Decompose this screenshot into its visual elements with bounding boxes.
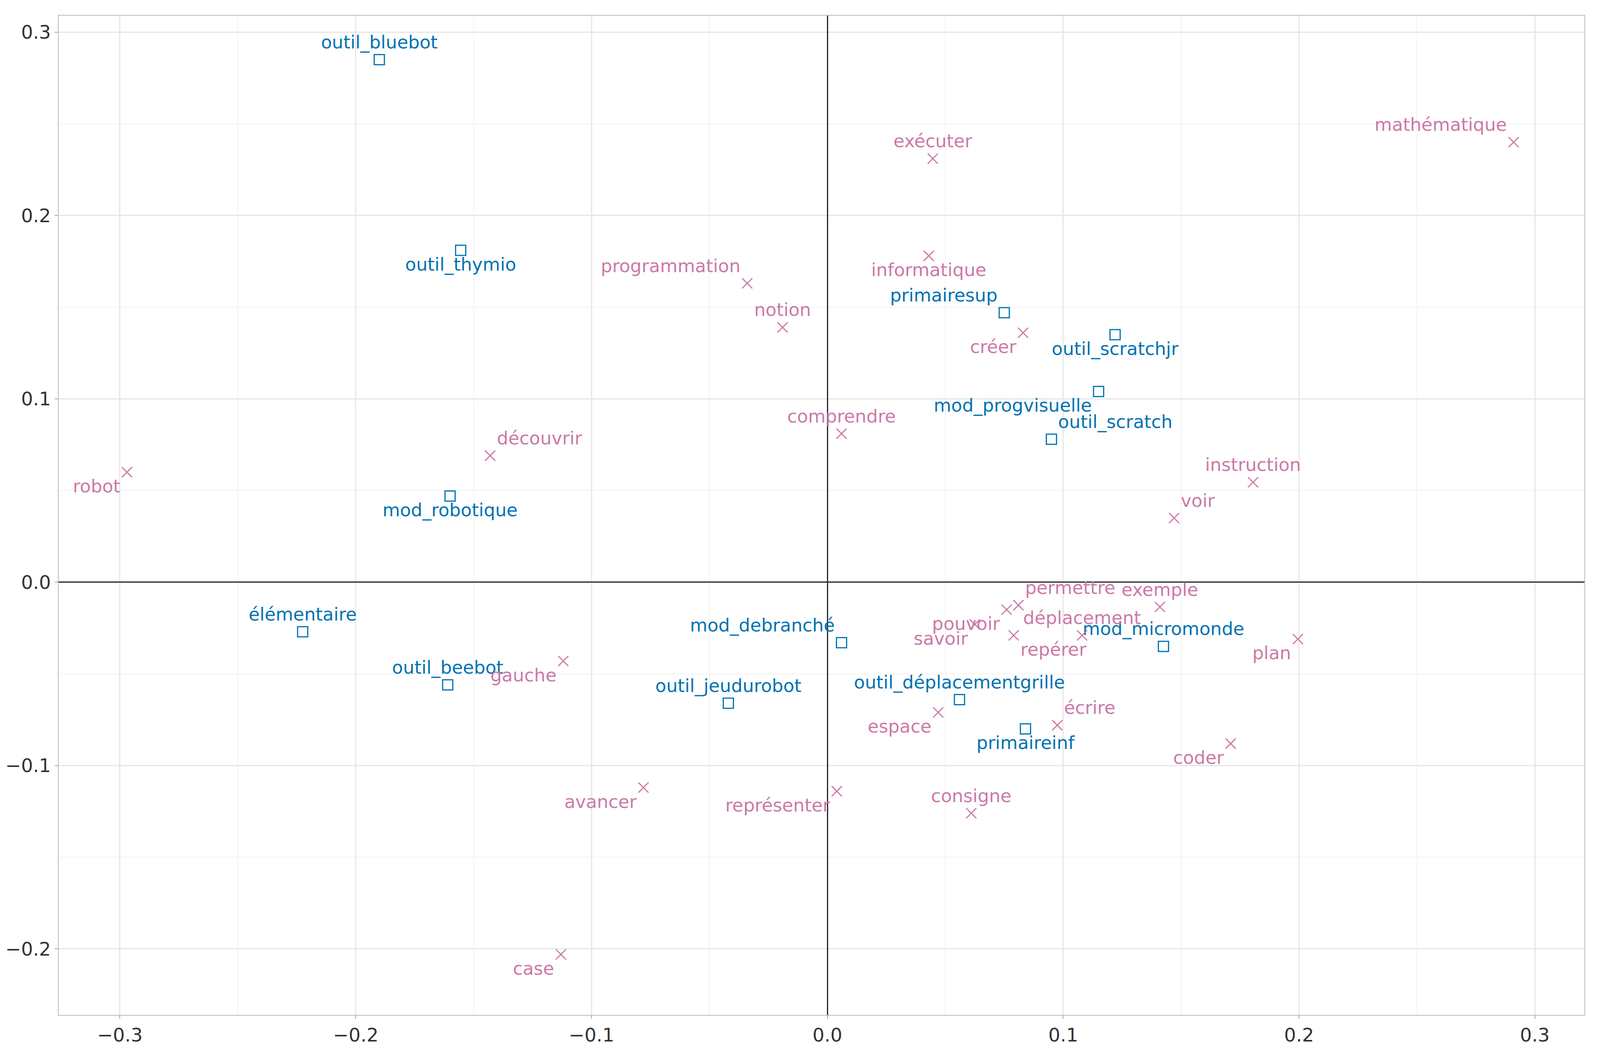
svg-text:gauche: gauche xyxy=(490,664,557,686)
svg-text:−0.1: −0.1 xyxy=(5,754,52,777)
svg-text:notion: notion xyxy=(754,299,811,321)
svg-text:0.0: 0.0 xyxy=(21,571,51,594)
svg-text:permettre: permettre xyxy=(1025,577,1116,599)
svg-text:−0.2: −0.2 xyxy=(332,1024,379,1047)
svg-text:pouvoir: pouvoir xyxy=(932,613,1000,635)
svg-text:0.0: 0.0 xyxy=(812,1024,843,1047)
svg-text:espace: espace xyxy=(867,716,932,738)
svg-text:représenter: représenter xyxy=(725,794,831,817)
svg-text:outil_thymio: outil_thymio xyxy=(405,253,517,275)
svg-text:élémentaire: élémentaire xyxy=(248,603,357,625)
svg-text:coder: coder xyxy=(1173,747,1224,769)
svg-text:mod_micromonde: mod_micromonde xyxy=(1082,618,1245,640)
svg-text:0.3: 0.3 xyxy=(1519,1024,1550,1047)
svg-text:0.2: 0.2 xyxy=(21,204,51,227)
svg-text:0.3: 0.3 xyxy=(21,21,51,43)
svg-text:découvrir: découvrir xyxy=(496,427,583,449)
svg-text:déplacement: déplacement xyxy=(1023,607,1142,629)
svg-text:−0.1: −0.1 xyxy=(568,1024,615,1047)
svg-text:informatique: informatique xyxy=(871,259,987,281)
svg-text:mod_debranché: mod_debranché xyxy=(689,614,835,636)
svg-text:−0.2: −0.2 xyxy=(5,938,52,961)
svg-text:exemple: exemple xyxy=(1121,579,1199,601)
svg-text:programmation: programmation xyxy=(600,255,741,277)
svg-text:plan: plan xyxy=(1252,642,1292,664)
svg-text:primaireinf: primaireinf xyxy=(976,732,1076,754)
svg-text:outil_bluebot: outil_bluebot xyxy=(321,31,438,53)
svg-text:consigne: consigne xyxy=(930,785,1012,807)
svg-text:mod_robotique: mod_robotique xyxy=(382,499,518,521)
svg-text:écrire: écrire xyxy=(1064,697,1116,719)
svg-text:mod_progvisuelle: mod_progvisuelle xyxy=(933,394,1092,417)
svg-text:savoir: savoir xyxy=(913,628,968,650)
svg-text:0.1: 0.1 xyxy=(1048,1024,1079,1047)
svg-text:primairesup: primairesup xyxy=(889,284,998,306)
svg-text:0.2: 0.2 xyxy=(1283,1024,1314,1047)
svg-text:outil_scratch: outil_scratch xyxy=(1058,411,1173,433)
svg-text:comprendre: comprendre xyxy=(787,405,896,427)
svg-text:instruction: instruction xyxy=(1205,454,1301,476)
svg-text:repérer: repérer xyxy=(1020,639,1087,661)
svg-text:outil_déplacementgrille: outil_déplacementgrille xyxy=(853,671,1065,693)
svg-text:outil_scratchjr: outil_scratchjr xyxy=(1051,338,1179,360)
svg-text:mathématique: mathématique xyxy=(1374,114,1508,136)
svg-text:−0.3: −0.3 xyxy=(97,1024,143,1047)
svg-text:voir: voir xyxy=(1180,490,1215,512)
svg-text:exécuter: exécuter xyxy=(893,130,972,152)
svg-text:avancer: avancer xyxy=(564,791,637,813)
svg-text:outil_beebot: outil_beebot xyxy=(392,657,504,679)
svg-text:0.1: 0.1 xyxy=(21,387,51,410)
svg-text:robot: robot xyxy=(72,475,120,497)
svg-text:outil_jeudurobot: outil_jeudurobot xyxy=(655,675,802,697)
svg-text:case: case xyxy=(512,958,555,980)
svg-text:créer: créer xyxy=(969,336,1017,358)
